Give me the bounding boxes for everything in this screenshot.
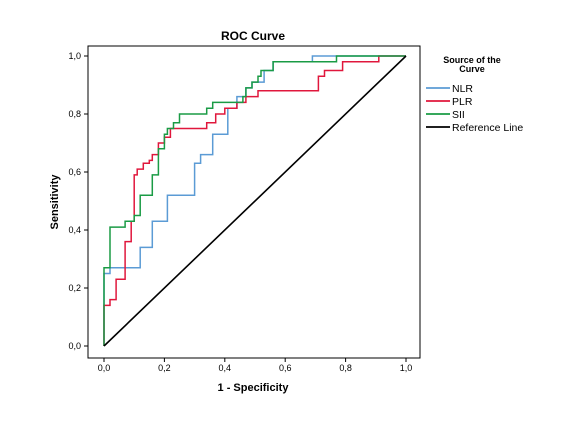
legend-label-sii: SII [452, 109, 465, 121]
y-tick-label: 0,2 [68, 283, 81, 293]
x-tick-label: 0,0 [98, 363, 111, 373]
y-tick-label: 0,4 [68, 225, 81, 235]
x-axis: 0,0 0,2 0,4 0,6 0,8 1,0 [98, 358, 413, 373]
x-tick-label: 1,0 [400, 363, 413, 373]
y-axis-title: Sensitivity [49, 174, 61, 230]
x-tick-label: 0,6 [279, 363, 292, 373]
y-tick-label: 0,8 [68, 109, 81, 119]
y-axis: 0,0 0,2 0,4 0,6 0,8 1,0 [68, 51, 88, 351]
legend-label-plr: PLR [452, 96, 473, 108]
series-line-reference-line [103, 55, 407, 347]
series-layer [103, 55, 407, 347]
series-line-sii [103, 55, 406, 346]
x-tick-label: 0,4 [219, 363, 232, 373]
legend-title-line-1: Source of the [443, 55, 501, 65]
y-tick-label: 0,6 [68, 167, 81, 177]
x-tick-label: 0,8 [339, 363, 352, 373]
x-tick-label: 0,2 [158, 363, 171, 373]
x-axis-title: 1 - Specificity [218, 382, 290, 394]
legend-label-nlr: NLR [452, 83, 473, 95]
legend-title-line-2: Curve [459, 64, 485, 74]
legend-label-reference-line: Reference Line [452, 122, 523, 134]
y-tick-label: 0,0 [68, 341, 81, 351]
y-tick-label: 1,0 [68, 51, 81, 61]
chart-title: ROC Curve [221, 29, 285, 43]
